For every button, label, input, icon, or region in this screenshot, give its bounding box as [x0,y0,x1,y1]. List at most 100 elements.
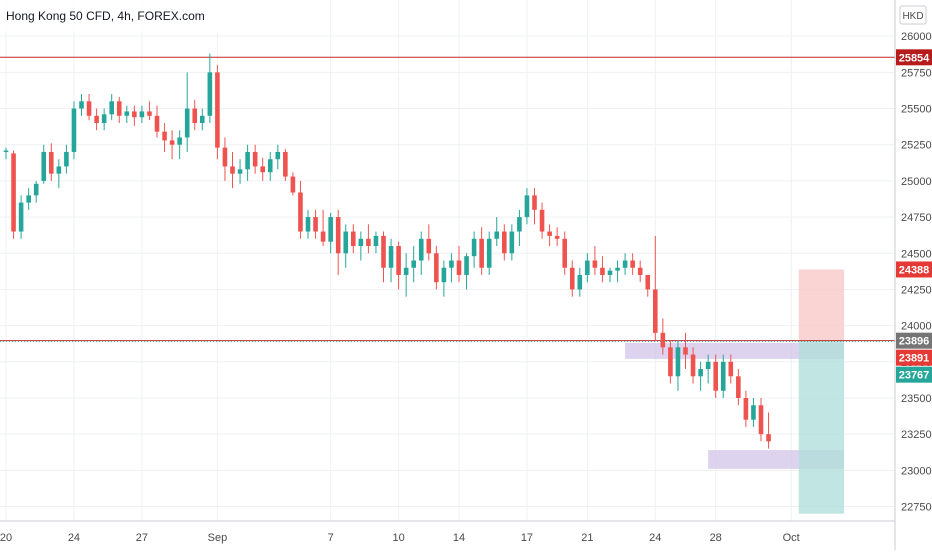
price-badge [896,49,932,66]
candle-body [177,137,182,145]
candle-body [343,231,349,254]
horizontal-lines-layer [0,56,895,342]
candle-body [547,231,552,236]
candle-body [758,405,764,435]
candle-body [645,274,651,290]
y-tick-label: 24750 [901,212,932,224]
candle-body [751,405,756,420]
price-badge-label: 23896 [899,336,930,348]
candle-body [668,347,673,377]
candle-body [471,238,477,257]
y-tick-label: 23250 [901,429,932,441]
candle-body [426,238,432,254]
chart-title: Hong Kong 50 CFD, 4h, FOREX.com [6,9,205,23]
candle-body [381,235,386,268]
target-zone [798,269,845,342]
y-tick-label: 24500 [901,248,932,260]
candle-body [766,434,771,442]
candle-body [260,166,265,173]
candle-body [230,166,235,174]
y-tick-label: 23000 [901,465,932,477]
candle-body [252,151,258,167]
candle-body [132,111,137,118]
y-tick-label: 24000 [901,321,932,333]
candle-body [101,114,107,124]
candle-body [698,369,703,377]
y-tick-label: 26000 [901,31,932,43]
candle-body [33,183,39,196]
zones-layer [625,269,845,514]
candle-body [615,267,620,271]
candle-body [94,115,99,124]
candle-body [335,217,341,254]
candle-body [154,115,160,132]
candle-body [486,238,492,268]
candle-body [56,166,62,174]
candle-body [320,231,326,242]
currency-label: HKD [902,11,923,22]
price-badge-label: 24388 [899,264,930,276]
price-badge [896,349,932,366]
candle-body [124,111,130,116]
title-backdrop [0,0,300,32]
candle-body [396,246,401,275]
x-tick-label: 14 [453,532,465,544]
candle-body [418,238,424,261]
candle-body [449,260,454,268]
candle-body [41,151,47,181]
candle-body [577,274,583,290]
candle-body [660,332,666,348]
candle-body [139,111,145,118]
candle-body [502,231,507,254]
x-tick-label: 10 [392,532,404,544]
candle-body [18,202,24,232]
x-tick-label: Oct [783,532,800,544]
candle-body [200,115,205,124]
candle-body [637,267,643,275]
candle-body [705,361,711,370]
y-tick-label: 25250 [901,140,932,152]
x-tick-label: 27 [136,532,148,544]
candle-body [184,108,190,138]
x-tick-label: 24 [68,532,80,544]
candle-body [713,361,718,391]
x-tick-label: Sep [208,532,228,544]
candle-body [539,209,545,232]
candle-body [441,267,447,283]
candle-body [524,195,530,218]
candle-body [64,151,69,167]
price-badge [896,261,932,278]
candle-body [675,347,681,377]
x-tick-label: 20 [0,532,12,544]
y-tick-label: 24250 [901,284,932,296]
candle-body [305,217,311,232]
currency-badge[interactable] [899,5,927,25]
candle-body [562,238,567,268]
candle-body [479,238,484,268]
candle-body [592,260,598,268]
candle-body [728,361,734,377]
candle-body [109,101,114,115]
candle-body [509,231,515,254]
price-badge [896,332,932,349]
candle-body [71,108,77,152]
candle-body [517,217,522,232]
candle-body [456,260,462,275]
y-tick-label: 22750 [901,502,932,514]
candle-body [245,151,250,170]
candle-body [720,361,726,391]
price-labels-layer: 25854 24388 23896 23891 23767 [896,49,932,383]
price-badge-label: 23891 [899,353,930,365]
y-tick-label: 25500 [901,104,932,116]
candle-body [434,253,439,283]
candle-body [169,140,175,145]
candle-body [328,217,333,242]
candle-body [290,176,296,193]
price-badge-label: 25854 [899,52,930,64]
candle-body [358,238,364,247]
candle-body [192,108,198,124]
candle-body [79,101,84,109]
grid-lines [0,0,895,521]
